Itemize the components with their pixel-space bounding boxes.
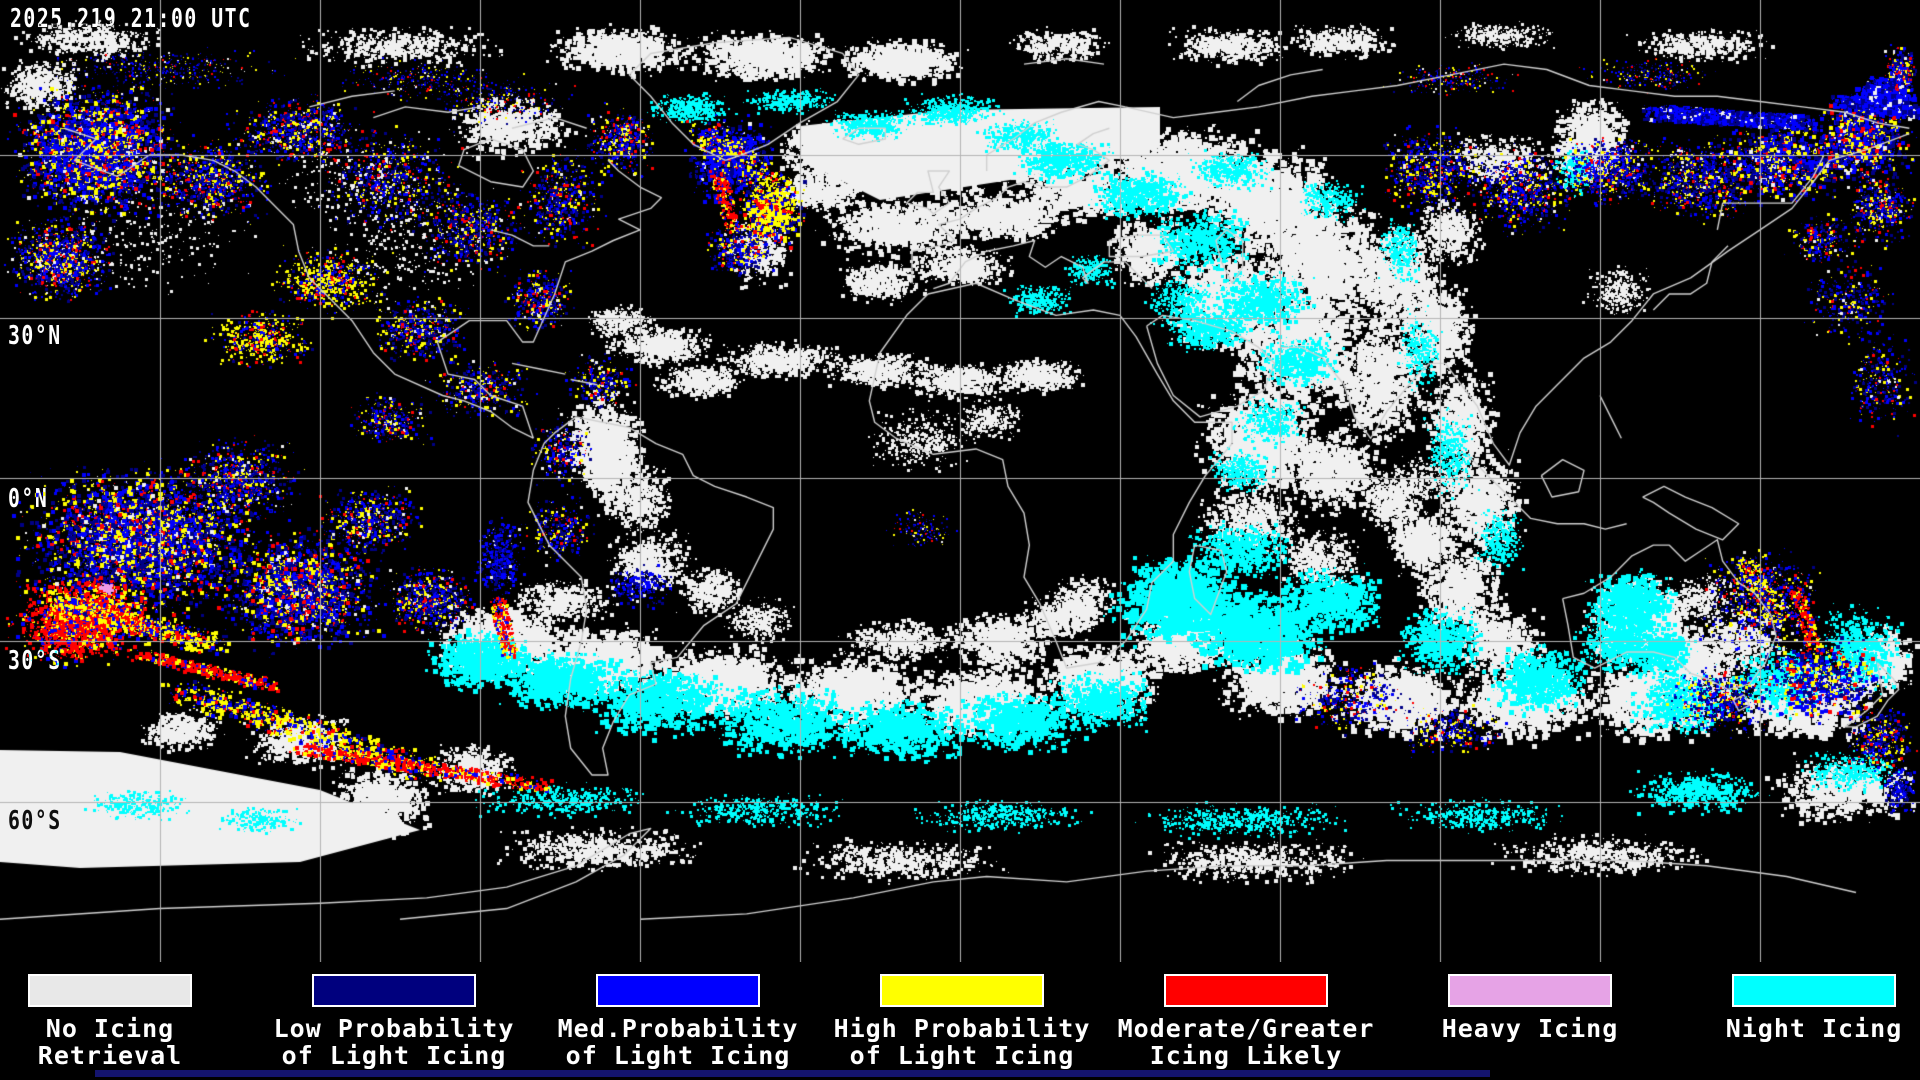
legend-swatch-low-prob bbox=[312, 974, 476, 1007]
legend-entry-night: Night Icing bbox=[1672, 974, 1920, 1042]
legend-entry-no-icing: No Icing Retrieval bbox=[0, 974, 252, 1069]
latitude-label-0n: 0°N bbox=[8, 484, 49, 514]
legend-entry-high-prob: High Probability of Light Icing bbox=[820, 974, 1104, 1069]
legend-entry-med-prob: Med.Probability of Light Icing bbox=[536, 974, 820, 1069]
legend-label: Med.Probability of Light Icing bbox=[557, 1014, 799, 1070]
legend-label: Heavy Icing bbox=[1441, 1014, 1619, 1043]
legend-entry-low-prob: Low Probability of Light Icing bbox=[252, 974, 536, 1069]
legend-swatch-high-prob bbox=[880, 974, 1044, 1007]
legend-entry-moderate: Moderate/Greater Icing Likely bbox=[1104, 974, 1388, 1069]
legend-swatch-moderate bbox=[1164, 974, 1328, 1007]
map-canvas bbox=[0, 0, 1920, 962]
latitude-label-30n: 30°N bbox=[8, 321, 62, 351]
legend-label: Night Icing bbox=[1725, 1014, 1903, 1043]
legend-swatch-heavy bbox=[1448, 974, 1612, 1007]
legend-label: Low Probability of Light Icing bbox=[273, 1014, 515, 1070]
legend-swatch-med-prob bbox=[596, 974, 760, 1007]
legend-label: No Icing Retrieval bbox=[37, 1014, 183, 1070]
legend-label: High Probability of Light Icing bbox=[833, 1014, 1091, 1070]
legend-bar: No Icing Retrieval Low Probability of Ligh… bbox=[0, 962, 1920, 1080]
latitude-label-30s: 30°S bbox=[8, 646, 62, 676]
legend-swatch-no-icing bbox=[28, 974, 192, 1007]
timestamp-label: 2025.219 21:00 UTC bbox=[10, 4, 252, 34]
legend-swatch-night bbox=[1732, 974, 1896, 1007]
world-icing-map: 2025.219 21:00 UTC 30°N 0°N 30°S 60°S bbox=[0, 0, 1920, 962]
latitude-label-60s: 60°S bbox=[8, 806, 62, 836]
legend-entry-heavy: Heavy Icing bbox=[1388, 974, 1672, 1042]
legend-label: Moderate/Greater Icing Likely bbox=[1117, 1014, 1375, 1070]
bottom-artifact-strip bbox=[95, 1070, 1490, 1077]
